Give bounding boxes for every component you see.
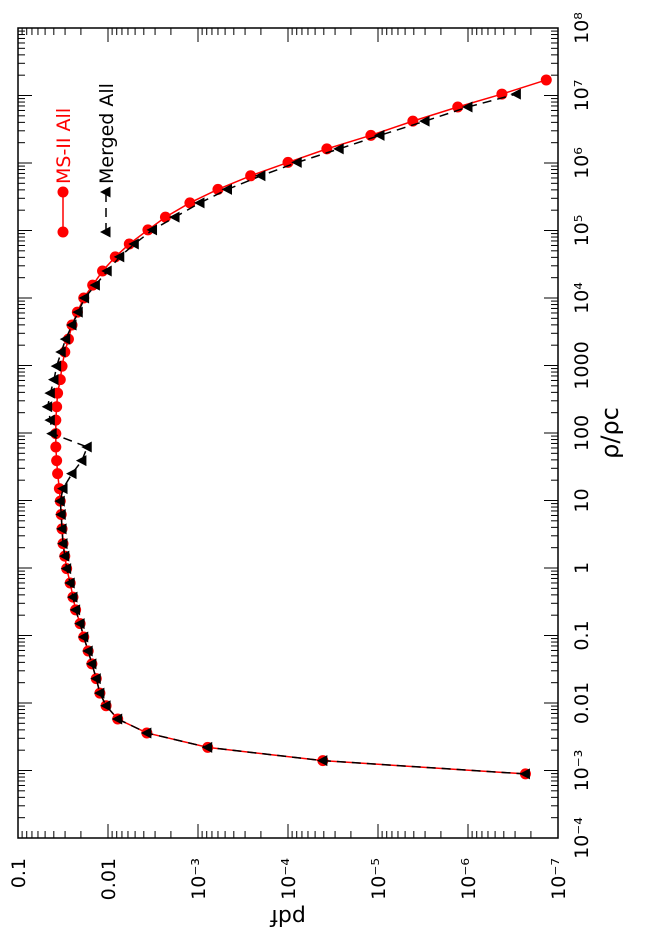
point [58, 550, 70, 562]
point [201, 741, 213, 753]
point [333, 143, 344, 155]
legend-marker [100, 226, 111, 238]
legend-label: MS-II All [53, 108, 75, 184]
point [184, 197, 196, 209]
x-tick-label: 10⁻⁴ [571, 817, 593, 859]
y-axis-label: pdf [269, 904, 306, 928]
y-tick-label: 0.1 [8, 858, 30, 888]
point [60, 563, 72, 575]
plot-area: ρ/ρc pdf 10⁻⁴ 10⁻³ 0.01 0.1 1 10 100 1000 10⁴ 10⁵… [8, 12, 624, 929]
point [128, 238, 139, 250]
point [194, 197, 205, 209]
point [51, 455, 63, 467]
y-tick-label: 10⁻³ [188, 858, 210, 900]
x-tick-label: 100 [571, 415, 593, 451]
point [56, 523, 67, 535]
x-tick-label: 10⁵ [571, 215, 593, 247]
x-tick-label: 10⁷ [571, 80, 593, 112]
point [54, 495, 65, 507]
point [69, 604, 81, 616]
x-tick-label: 1 [571, 562, 593, 574]
point [89, 279, 100, 291]
point [316, 755, 328, 767]
point [78, 292, 90, 304]
legend-label: Merged All [96, 83, 118, 184]
point [64, 577, 75, 589]
x-tick-label: 10 [571, 488, 593, 512]
point [90, 673, 101, 685]
point [74, 618, 85, 630]
point [291, 156, 302, 168]
legend-marker [57, 186, 69, 198]
point [51, 401, 63, 413]
point [57, 538, 68, 550]
x-tick-label: 10⁻³ [571, 750, 593, 792]
point [75, 455, 87, 467]
point [82, 645, 93, 657]
point [113, 251, 125, 263]
y-tick-label: 10⁻⁴ [278, 858, 300, 900]
y-tick-label: 10⁻⁶ [458, 858, 480, 900]
y-tick-label: 0.01 [98, 858, 120, 900]
point [44, 414, 55, 426]
point [140, 727, 152, 739]
x-axis-label: ρ/ρc [596, 407, 624, 459]
point [50, 360, 62, 372]
x-tick-label: 10⁴ [571, 282, 593, 314]
x-tick-label: 10⁶ [571, 147, 593, 179]
y-tick-label: 10⁻⁵ [368, 858, 390, 900]
point [77, 631, 89, 643]
point [146, 224, 158, 236]
point [66, 319, 77, 331]
point [66, 468, 77, 480]
point [41, 401, 53, 413]
point [59, 333, 71, 345]
point [48, 374, 59, 386]
legend-marker [100, 186, 111, 198]
point [254, 170, 266, 182]
point [159, 211, 171, 223]
point [419, 115, 430, 127]
point [66, 591, 78, 603]
point [93, 687, 105, 699]
point [52, 468, 64, 480]
point [44, 387, 55, 399]
point [374, 129, 385, 141]
point [540, 74, 552, 86]
x-tick-label: 10⁸ [571, 12, 593, 44]
point [510, 88, 521, 100]
legend-marker [57, 226, 69, 238]
point [57, 483, 68, 495]
point [462, 101, 473, 113]
point [55, 509, 66, 521]
point [221, 183, 233, 195]
x-tick-label: 1000 [571, 341, 593, 389]
point [85, 658, 97, 670]
point [81, 441, 92, 453]
y-tick-label: 10⁻⁷ [548, 858, 570, 900]
point [111, 713, 123, 725]
point [55, 346, 66, 358]
point [101, 265, 112, 277]
point [169, 211, 180, 223]
series-line [55, 79, 547, 775]
point [52, 387, 64, 399]
point [245, 170, 257, 182]
x-tick-label: 0.1 [571, 620, 593, 650]
point [46, 428, 57, 440]
series-line [46, 93, 526, 775]
point [72, 306, 83, 318]
point [100, 700, 111, 712]
x-tick-label: 0.01 [571, 682, 593, 724]
point [50, 441, 62, 453]
point [519, 768, 530, 780]
